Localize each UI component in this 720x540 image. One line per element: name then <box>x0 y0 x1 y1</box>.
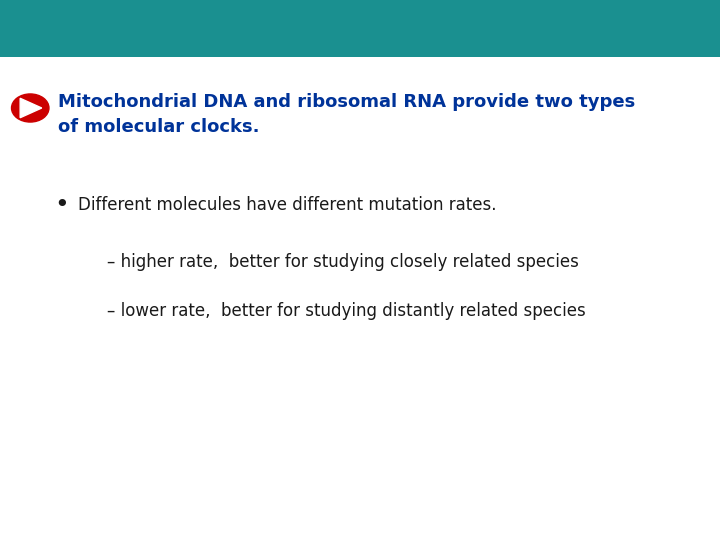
Text: Unit 6: Classification and Diversity: Unit 6: Classification and Diversity <box>9 18 444 38</box>
Circle shape <box>12 94 49 122</box>
Polygon shape <box>20 98 42 118</box>
Text: Mitochondrial DNA and ribosomal RNA provide two types
of molecular clocks.: Mitochondrial DNA and ribosomal RNA prov… <box>58 93 635 136</box>
Text: •: • <box>54 193 68 217</box>
Text: Different molecules have different mutation rates.: Different molecules have different mutat… <box>78 196 496 214</box>
Text: – lower rate,  better for studying distantly related species: – lower rate, better for studying distan… <box>107 301 585 320</box>
Text: – higher rate,  better for studying closely related species: – higher rate, better for studying close… <box>107 253 578 271</box>
